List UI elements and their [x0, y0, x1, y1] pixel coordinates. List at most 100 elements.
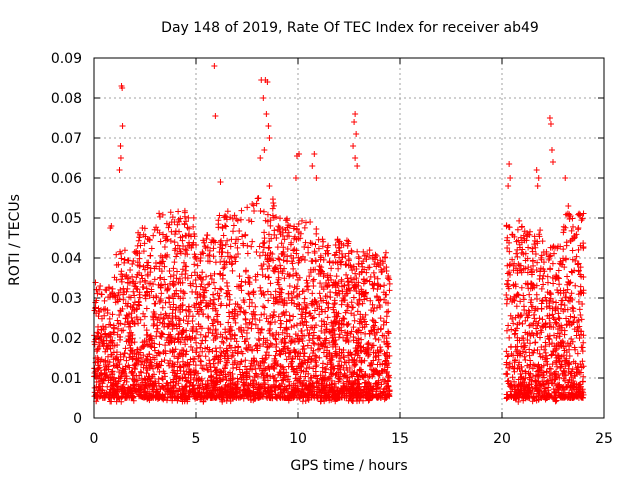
- data-point: [347, 392, 354, 399]
- data-point: [299, 217, 306, 224]
- data-point: [347, 330, 354, 337]
- data-point: [119, 367, 126, 374]
- data-point: [137, 354, 144, 361]
- data-point: [298, 311, 305, 318]
- data-point: [344, 290, 351, 297]
- data-point: [166, 268, 173, 275]
- data-point: [131, 376, 138, 383]
- data-point: [122, 394, 129, 401]
- data-point: [143, 383, 150, 390]
- data-point: [265, 297, 272, 304]
- data-point: [309, 315, 316, 322]
- data-point: [195, 389, 202, 396]
- data-point: [352, 389, 359, 396]
- data-point: [377, 315, 384, 322]
- data-point: [385, 308, 392, 315]
- data-point: [368, 392, 375, 399]
- data-point: [560, 255, 567, 262]
- data-point: [378, 325, 385, 332]
- data-point: [283, 326, 290, 333]
- data-point: [557, 290, 564, 297]
- data-point: [535, 175, 542, 181]
- data-point: [350, 263, 357, 270]
- data-point: [317, 252, 324, 259]
- data-point: [97, 336, 104, 343]
- data-point: [156, 350, 163, 357]
- data-point: [367, 273, 374, 280]
- data-point: [244, 324, 251, 331]
- data-point: [318, 318, 325, 325]
- data-point: [551, 250, 558, 257]
- data-point: [271, 264, 278, 271]
- data-point: [197, 251, 204, 258]
- data-point: [360, 374, 367, 381]
- data-point: [248, 325, 255, 332]
- data-point: [127, 323, 134, 330]
- data-point: [516, 217, 523, 224]
- data-point: [302, 219, 309, 226]
- data-point: [175, 315, 182, 322]
- data-point: [212, 353, 219, 360]
- data-point: [264, 288, 271, 295]
- data-point: [153, 352, 160, 359]
- data-point: [164, 251, 171, 258]
- data-point: [188, 272, 195, 279]
- data-point: [219, 272, 226, 279]
- data-point: [157, 238, 164, 245]
- data-point: [129, 356, 136, 363]
- data-point: [229, 361, 236, 368]
- data-point: [573, 392, 580, 399]
- data-point: [104, 307, 111, 314]
- data-point: [529, 245, 536, 252]
- data-point: [561, 327, 568, 334]
- data-point: [512, 356, 519, 363]
- data-point: [126, 354, 133, 361]
- data-point: [246, 291, 253, 298]
- data-point: [299, 338, 306, 345]
- data-point: [197, 283, 204, 290]
- data-point: [148, 245, 155, 252]
- data-point: [568, 227, 575, 234]
- data-point: [380, 289, 387, 296]
- data-point: [504, 245, 511, 252]
- data-point: [372, 354, 379, 361]
- data-point: [577, 211, 584, 218]
- data-point: [172, 231, 179, 238]
- data-point: [351, 359, 358, 366]
- data-point: [317, 280, 324, 287]
- data-point: [550, 159, 556, 165]
- data-point: [289, 355, 296, 362]
- data-point: [94, 290, 101, 297]
- data-point: [146, 280, 153, 287]
- data-point: [186, 394, 193, 401]
- data-point: [138, 369, 145, 376]
- data-point: [212, 259, 219, 266]
- data-point: [234, 301, 241, 308]
- data-point: [529, 303, 536, 310]
- data-point: [191, 231, 198, 238]
- data-point: [109, 285, 116, 292]
- data-point: [191, 269, 198, 276]
- data-point: [358, 319, 365, 326]
- data-point: [271, 355, 278, 362]
- data-point: [331, 309, 338, 316]
- data-point: [101, 312, 108, 319]
- data-point: [267, 340, 274, 347]
- data-point: [511, 331, 518, 338]
- data-point: [249, 382, 256, 389]
- data-point: [150, 294, 157, 301]
- data-point: [190, 376, 197, 383]
- data-point: [513, 250, 520, 257]
- data-point: [259, 369, 266, 376]
- data-point: [170, 367, 177, 374]
- data-point: [184, 224, 191, 231]
- data-point: [560, 375, 567, 382]
- data-point: [509, 315, 516, 322]
- data-point: [196, 384, 203, 391]
- data-point: [564, 286, 571, 293]
- data-point: [196, 304, 203, 311]
- data-point: [256, 243, 263, 250]
- data-point: [302, 373, 309, 380]
- data-point: [537, 382, 544, 389]
- data-point: [515, 398, 522, 405]
